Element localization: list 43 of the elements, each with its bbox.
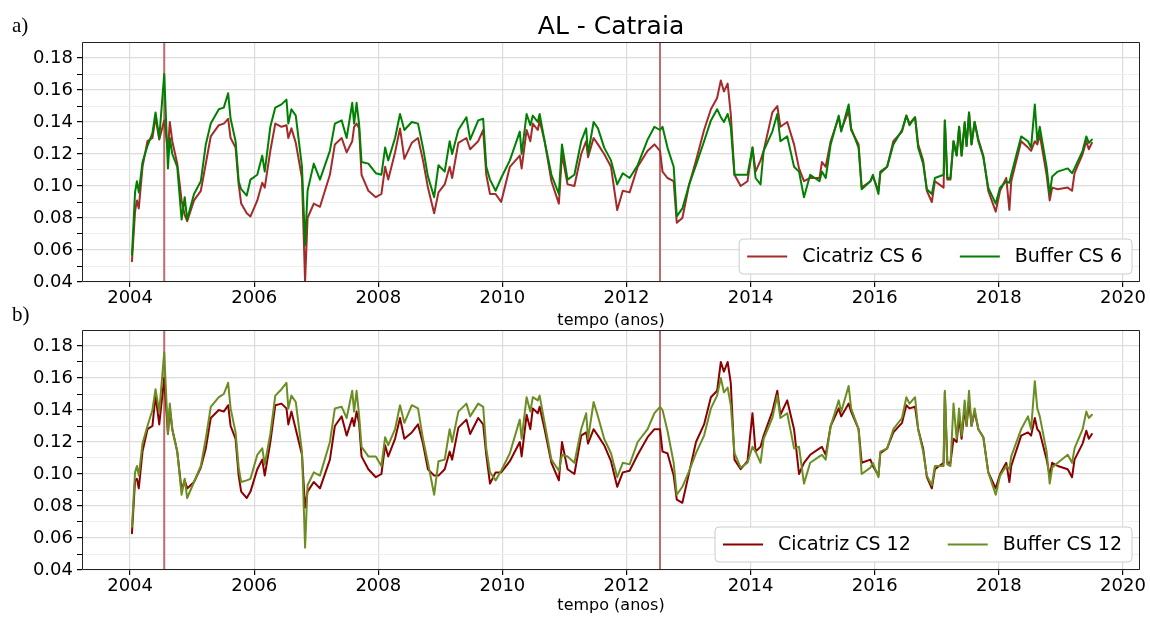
x-axis-title: tempo (anos)	[557, 309, 665, 329]
text: b)	[12, 302, 30, 326]
y-tick-label: 0.12	[32, 429, 73, 451]
y-tick-label: 0.16	[32, 77, 73, 99]
y-tick-label: 0.08	[32, 493, 73, 515]
x-tick-label: 2012	[603, 286, 650, 308]
x-axis-title: tempo (anos)	[557, 594, 665, 614]
x-tick-label: 2016	[851, 574, 898, 596]
text: a)	[12, 13, 29, 37]
x-tick-label: 2016	[851, 286, 898, 308]
y-tick-label: 0.14	[32, 109, 73, 131]
y-tick-label: 0.14	[32, 397, 73, 419]
x-tick-label: 2018	[975, 286, 1022, 308]
y-tick-label: 0.04	[32, 269, 73, 291]
x-tick-label: 2012	[603, 574, 650, 596]
y-tick-label: 0.12	[32, 141, 73, 163]
legend-label: Buffer CS 6	[1014, 244, 1123, 267]
x-tick-label: 2014	[727, 574, 774, 596]
y-tick-label: 0.08	[32, 205, 73, 227]
y-tick-label: 0.16	[32, 365, 73, 387]
x-tick-label: 2020	[1100, 286, 1146, 308]
chart-title: AL - Catraia	[537, 11, 685, 40]
x-tick-label: 2014	[727, 286, 774, 308]
x-tick-label: 2018	[975, 574, 1022, 596]
y-tick-label: 0.18	[32, 333, 73, 355]
x-tick-label: 2006	[231, 286, 278, 308]
x-tick-label: 2006	[231, 574, 278, 596]
x-tick-label: 2008	[355, 574, 402, 596]
x-tick-label: 2008	[355, 286, 402, 308]
legend-label: Buffer CS 12	[1002, 532, 1123, 555]
x-tick-label: 2020	[1100, 574, 1146, 596]
y-tick-label: 0.04	[32, 557, 73, 579]
y-tick-label: 0.18	[32, 45, 73, 67]
legend-label: Cicatriz CS 6	[802, 244, 923, 267]
x-tick-label: 2010	[479, 286, 526, 308]
y-tick-label: 0.06	[32, 525, 73, 547]
x-tick-label: 2004	[107, 286, 153, 308]
x-tick-label: 2010	[479, 574, 526, 596]
y-tick-label: 0.10	[32, 173, 73, 195]
y-tick-label: 0.06	[32, 237, 73, 259]
y-tick-label: 0.10	[32, 461, 73, 483]
legend-label: Cicatriz CS 12	[778, 532, 911, 555]
x-tick-label: 2004	[107, 574, 153, 596]
